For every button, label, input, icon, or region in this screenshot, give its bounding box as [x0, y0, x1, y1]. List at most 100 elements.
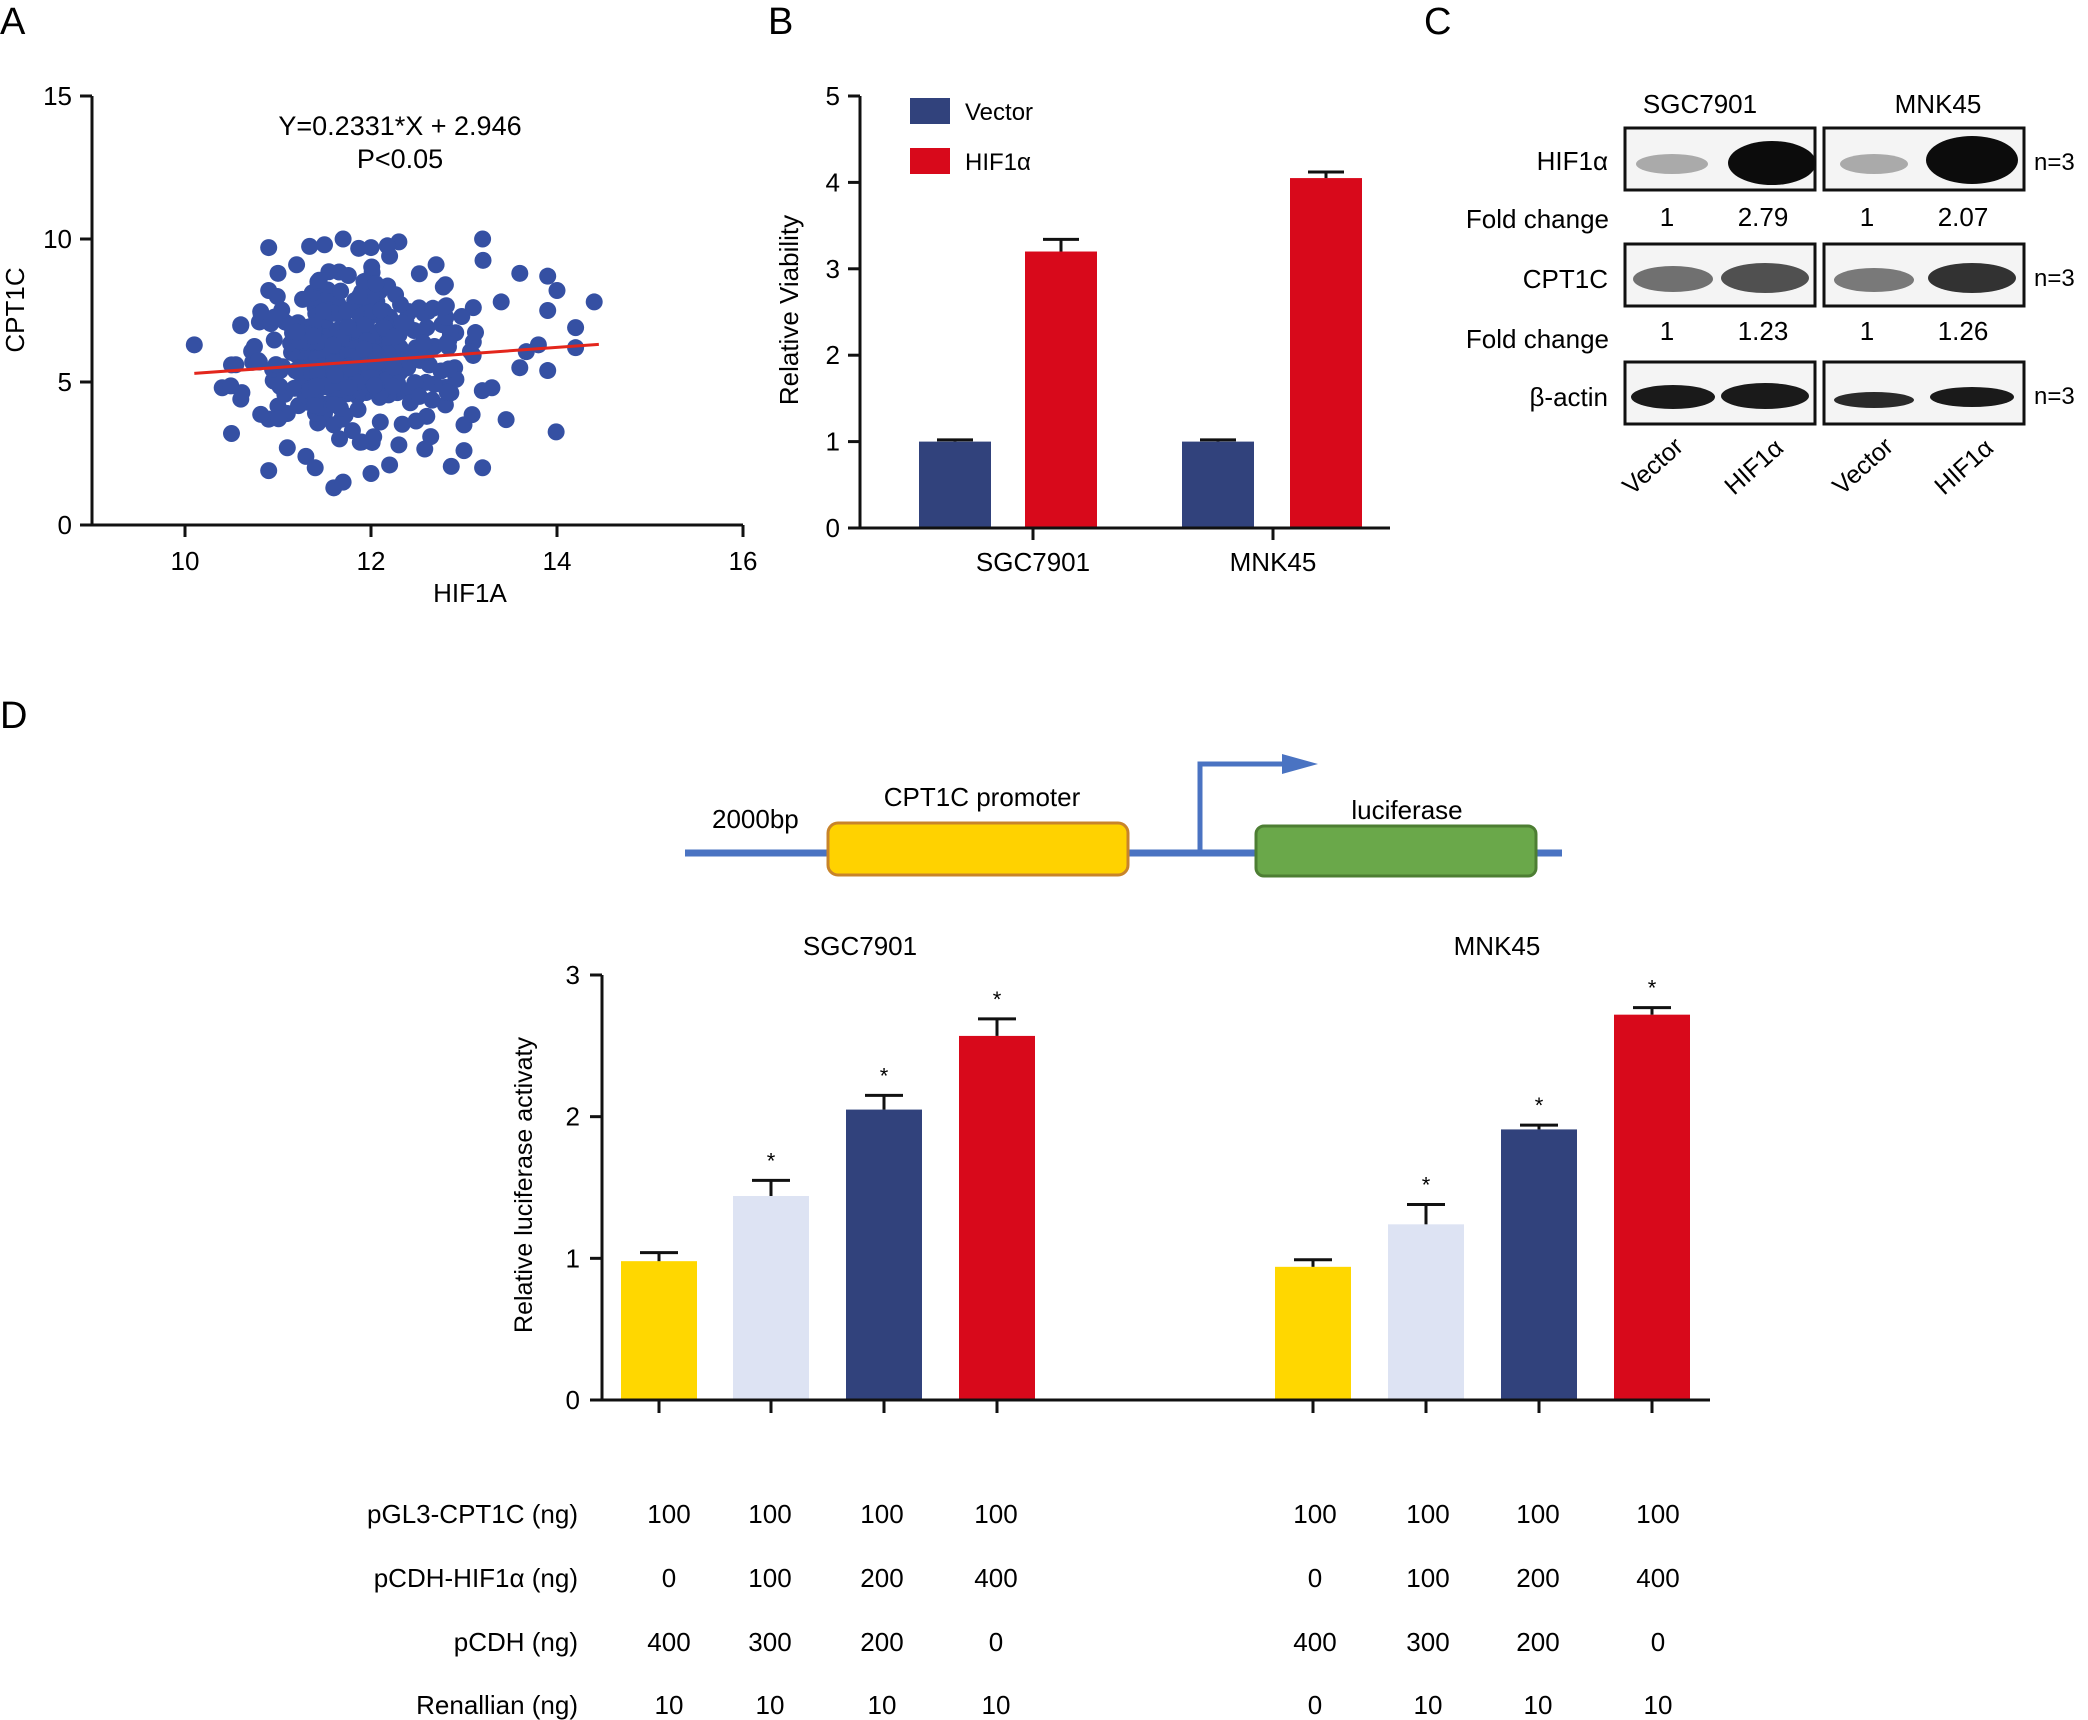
- group-title-mnk45: MNK45: [1454, 931, 1541, 961]
- y-tick-label: 0: [826, 513, 840, 543]
- blot-label-hif1a: HIF1α: [1537, 146, 1608, 176]
- y-tick-label: 10: [43, 224, 72, 254]
- promoter-box: [826, 821, 1130, 877]
- y-tick-label: 4: [826, 167, 840, 197]
- viability-axes: 0 1 2 3 4 5: [826, 81, 1390, 543]
- y-tick-label: 5: [58, 367, 72, 397]
- scatter-point: [511, 359, 529, 377]
- scatter-point: [381, 456, 399, 474]
- band: [1636, 154, 1708, 174]
- scatter-point: [371, 413, 389, 431]
- fold-change-value: 2.79: [1738, 202, 1789, 232]
- scatter-point: [362, 239, 380, 257]
- scatter-point: [245, 338, 263, 356]
- scatter-point: [548, 281, 566, 299]
- y-tick-label: 2: [826, 340, 840, 370]
- table-row-label: pCDH (ng): [454, 1627, 578, 1657]
- table-cell: 300: [1406, 1627, 1449, 1657]
- blot-label-beta-actin: β-actin: [1529, 382, 1608, 412]
- group-title-sgc7901: SGC7901: [803, 931, 917, 961]
- table-row-label: pGL3-CPT1C (ng): [367, 1499, 578, 1529]
- band: [1721, 383, 1809, 409]
- y-axis-label: Relative Viability: [774, 215, 804, 405]
- y-tick-label: 3: [566, 960, 580, 990]
- x-tick-label: 12: [357, 546, 386, 576]
- scatter-point: [310, 271, 328, 289]
- scatter-point: [356, 316, 374, 334]
- scatter-point: [372, 301, 390, 319]
- bar: [621, 1261, 697, 1400]
- y-axis-label: Relative luciferase activaty: [510, 1037, 538, 1333]
- scatter-points: [185, 230, 603, 497]
- scatter-point: [385, 358, 403, 376]
- scatter-point: [365, 376, 383, 394]
- viability-bars: [919, 170, 1362, 528]
- luciferase-label: luciferase: [1351, 795, 1462, 825]
- significance-asterisk: *: [880, 1063, 889, 1088]
- x-tick-label: 14: [543, 546, 572, 576]
- significance-asterisk: *: [993, 987, 1002, 1012]
- luciferase-bars: * * * * * *: [621, 976, 1690, 1400]
- scatter-point: [393, 314, 411, 332]
- scatter-point: [334, 473, 352, 491]
- table-cell: 10: [1644, 1690, 1673, 1720]
- scatter-point: [249, 352, 267, 370]
- scatter-point: [416, 440, 434, 458]
- bar: [1614, 1014, 1690, 1400]
- bar: [1275, 1266, 1351, 1400]
- y-axis-label: CPT1C: [0, 267, 30, 352]
- scatter-point: [331, 430, 349, 448]
- scatter-point: [567, 319, 585, 337]
- scatter-point: [492, 293, 510, 311]
- table-cell: 300: [748, 1627, 791, 1657]
- bar: [919, 441, 991, 528]
- scatter-point: [474, 230, 492, 248]
- scatter-point: [334, 230, 352, 248]
- bar: [1290, 178, 1362, 528]
- significance-asterisk: *: [1648, 976, 1657, 1001]
- lane-label: HIF1α: [1929, 434, 1999, 501]
- scatter-point: [453, 308, 471, 326]
- scatter-point: [252, 405, 270, 423]
- fit-line-layer: [194, 342, 599, 375]
- scatter-point: [385, 328, 403, 346]
- scatter-point: [406, 374, 424, 392]
- transfection-table: pGL3-CPT1C (ng) pCDH-HIF1α (ng) pCDH (ng…: [367, 1499, 1680, 1720]
- band: [1930, 387, 2014, 407]
- scatter-point: [463, 406, 481, 424]
- scatter-point: [410, 387, 428, 405]
- promoter-schematic: 2000bp CPT1C promoter luciferase: [685, 754, 1562, 878]
- scatter-point: [288, 323, 306, 341]
- viability-bar-chart: 0 1 2 3 4 5 Vector HIF1α SGC7901 MNK45 Relati…: [774, 81, 1390, 577]
- panel-label-b: B: [768, 1, 793, 43]
- x-tick-label: 16: [729, 546, 758, 576]
- transcription-start-arrow: [1197, 761, 1282, 853]
- scatter-point: [390, 436, 408, 454]
- scatter-point: [455, 442, 473, 460]
- scatter-point: [278, 439, 296, 457]
- table-cell: 400: [647, 1627, 690, 1657]
- scatter-point: [407, 412, 425, 430]
- fold-change-value: 1.26: [1938, 316, 1989, 346]
- table-cell: 100: [748, 1499, 791, 1529]
- scatter-point: [326, 366, 344, 384]
- scatter-point: [355, 340, 373, 358]
- table-cell: 10: [868, 1690, 897, 1720]
- scatter-point: [350, 239, 368, 257]
- scatter-point: [304, 327, 322, 345]
- y-tick-label: 3: [826, 254, 840, 284]
- table-cell: 0: [1651, 1627, 1665, 1657]
- arrow-head-icon: [1282, 754, 1318, 774]
- band: [1834, 392, 1914, 408]
- panel-label-a: A: [0, 1, 26, 43]
- table-cell: 100: [748, 1563, 791, 1593]
- y-tick-label: 0: [58, 510, 72, 540]
- scatter-point: [301, 237, 319, 255]
- table-cell: 0: [1308, 1563, 1322, 1593]
- scatter-point: [434, 278, 452, 296]
- scatter-point: [314, 302, 332, 320]
- scatter-point: [269, 264, 287, 282]
- scatter-point: [393, 415, 411, 433]
